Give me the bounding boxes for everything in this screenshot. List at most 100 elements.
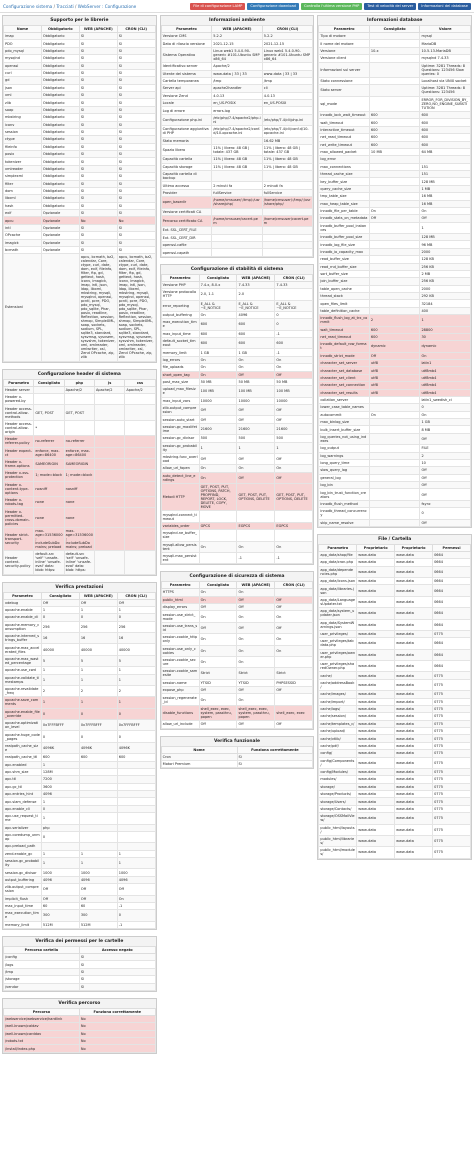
cell <box>368 473 421 483</box>
cell: 600 <box>236 336 276 350</box>
cell: Sì <box>116 164 156 174</box>
breadcrumb-item[interactable]: Tracciati <box>52 4 73 9</box>
cell: 1 <box>40 696 80 709</box>
cell: autocommit <box>318 410 370 420</box>
cell <box>261 62 314 71</box>
cell: Off <box>78 883 118 896</box>
cell <box>274 510 314 523</box>
button[interactable]: File di configurazione LAMP <box>190 2 246 10</box>
cell: Sì <box>78 164 118 174</box>
cell: session_regenerate_id <box>160 693 200 706</box>
cell: Off <box>274 685 314 695</box>
cell: 0664 <box>432 637 472 650</box>
cell: openssl.cafile <box>160 240 213 250</box>
cell <box>78 789 118 799</box>
section: File / Cartella Parametro Proprietario Prop… <box>317 533 473 860</box>
cell: Data di rilascio versione <box>160 39 213 48</box>
cell: cache/upload/ <box>318 726 358 736</box>
header-row: Parametro WEB (APACHE) CRON (CLI) <box>160 25 314 33</box>
cell: imap <box>3 31 42 41</box>
cell: SAMEORIGIN <box>33 457 65 471</box>
cell: www-data <box>356 690 396 699</box>
button[interactable]: Informazioni del database <box>418 2 471 10</box>
row: curl Obbligatorio Sì Sì <box>3 68 156 78</box>
cell: Sì <box>116 90 156 100</box>
section-title: Verifica dei permessi per le cartelle <box>3 937 156 946</box>
row: cache/images/www-data www-data 0775 <box>318 690 472 699</box>
cell: Ext. SSL_CERT_FILE <box>160 226 213 235</box>
cell: 1 <box>116 849 156 859</box>
row: Versione protocollo HTTP 2.0, 1.1 2.0 <box>160 288 314 301</box>
row: session.use_trans_sid Off Off Off <box>160 621 314 635</box>
cell: Sì <box>116 127 156 137</box>
column-header: Parametro <box>318 543 358 552</box>
cell: Sì <box>116 31 156 41</box>
column-header: css <box>124 378 156 387</box>
header-row: Nome Obbligatorio WEB (APACHE) CRON (CLI) <box>3 25 156 33</box>
cell: Sì <box>78 54 118 63</box>
cell: 0664 <box>432 565 472 579</box>
cell: 1; mode=block <box>63 469 95 482</box>
toolbar: File di configurazione LAMP Configurazion… <box>190 2 471 10</box>
cell: Sì <box>78 952 156 962</box>
cell: On <box>419 410 472 420</box>
cell <box>368 84 421 97</box>
cell: 11% | libero: 48 GB | totale: 437 GB <box>261 143 314 157</box>
button[interactable]: Controlla l'ultima versione PHP <box>300 2 363 10</box>
cell <box>368 255 421 264</box>
cell: 11% | libero: 48 GB <box>211 155 263 164</box>
cell <box>274 693 314 706</box>
row: mysqlnd.connect_timeout <box>160 510 314 523</box>
cell: libxml <box>3 194 42 203</box>
cell: 1 <box>274 441 314 454</box>
cell <box>78 760 118 769</box>
row: Header x-xss-protection 1; mode=block 1; m… <box>2 469 156 482</box>
cell: www-data <box>394 584 434 597</box>
cell <box>198 551 238 565</box>
cell: On <box>198 633 238 646</box>
cell: 5 <box>116 654 156 668</box>
cell: Obbligatorio <box>40 98 80 107</box>
cell: /home/cmsuser/:/tmp/:/usr/share/php/ <box>211 196 263 209</box>
cell: app_data/SystemWarnings.json <box>318 618 358 631</box>
cell <box>93 507 126 528</box>
cell: Server api <box>160 84 213 93</box>
cell: Apache/2 <box>93 385 126 395</box>
cell: memory_limit <box>3 920 42 930</box>
cell: innodb_flush_method <box>318 499 370 509</box>
breadcrumb-item[interactable]: Configurazione sistema <box>3 3 53 9</box>
row: user_privileges/sharedOwner.php www-data w… <box>318 659 472 673</box>
row: file_uploads On On On <box>160 363 314 372</box>
row: user_privileges/www-data www-data 0775 <box>318 629 472 639</box>
cell: 600 <box>368 140 421 149</box>
cell: www-data <box>356 789 396 799</box>
cell: www-data <box>394 678 434 692</box>
cell: upload_max_filesize <box>160 385 200 398</box>
cell: www-data <box>394 719 434 729</box>
button[interactable]: Test di velocità del server <box>364 2 417 10</box>
cell: Sì <box>116 105 156 115</box>
breadcrumb-item[interactable]: WebServer : Configurazione <box>74 4 137 9</box>
cell: www-data <box>394 618 434 631</box>
row: config/www-data www-data 0775 <box>318 749 472 758</box>
cell: 11% | libero: 48 GB <box>261 162 314 172</box>
cell <box>211 233 263 243</box>
cell: 600 <box>78 753 118 762</box>
row: gd Obbligatorio Sì Sì <box>3 76 156 85</box>
cell: 600 <box>116 753 156 762</box>
cell: Stato server <box>318 84 370 97</box>
cell: lower_case_table_names <box>318 403 370 412</box>
cell: On <box>198 310 238 320</box>
cell: config/ <box>318 749 358 758</box>
cell: display_errors <box>160 602 200 612</box>
cell: session.cookie_samesite <box>160 667 200 680</box>
button[interactable]: Configurazione download <box>247 2 299 10</box>
cell: 1 <box>198 441 238 454</box>
cell: www-data <box>356 782 396 792</box>
cell: www-data <box>356 595 396 609</box>
cell: filter <box>3 179 42 188</box>
cell: 0664 <box>432 648 472 662</box>
column-header: Percorso cartella <box>3 946 80 954</box>
section-title: Informazioni database <box>318 16 472 25</box>
cell: max_execution_time <box>160 318 200 331</box>
